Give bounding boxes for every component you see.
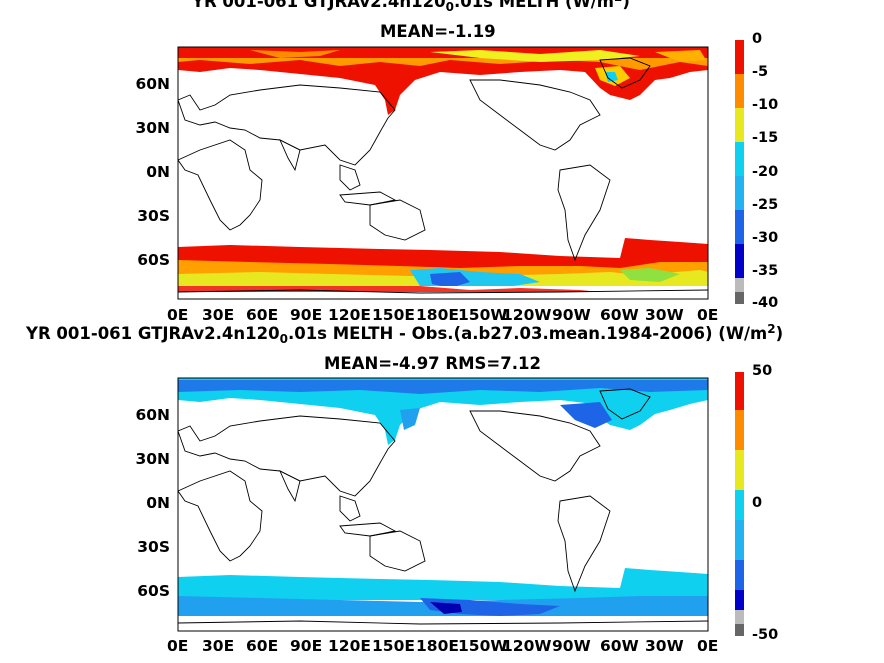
panel2-lon-label: 60E bbox=[246, 637, 279, 655]
panel2-lat-label: 30S bbox=[137, 538, 170, 556]
panel1-cb-tick: -10 bbox=[752, 97, 779, 113]
panel2-lon-label: 120W bbox=[502, 637, 552, 655]
panel1-cb-tick: -5 bbox=[752, 64, 769, 80]
panel2-cb-tick: 0 bbox=[752, 495, 763, 511]
panel2-cb-tick: 50 bbox=[752, 363, 773, 379]
panel2-lon-label: 30E bbox=[202, 637, 235, 655]
panel1-lon-label: 60W bbox=[600, 306, 639, 324]
panel1-cb-tick: -15 bbox=[752, 130, 779, 146]
panel1-lat-label: 30S bbox=[137, 207, 170, 225]
panel2-lon-label: 180E bbox=[416, 637, 459, 655]
panel1-cb-tick: -40 bbox=[752, 295, 779, 311]
panel2-title: YR 001-061 GTJRAv2.4n1200.01s MELTH - Ob… bbox=[26, 322, 784, 346]
panel1-cb-tick: 0 bbox=[752, 31, 763, 47]
panel2-lon-label: 150W bbox=[458, 637, 508, 655]
panel2-lon-label: 0E bbox=[697, 637, 719, 655]
panel1-lat-label: 0N bbox=[146, 163, 170, 181]
panel1-lon-label: 90W bbox=[552, 306, 591, 324]
panel1-lon-label: 120W bbox=[502, 306, 552, 324]
panel1-lat-label: 60S bbox=[137, 251, 170, 269]
panel1-lon-label: 0E bbox=[167, 306, 189, 324]
panel2-lon-label: 120E bbox=[328, 637, 371, 655]
panel1-lon-label: 0E bbox=[697, 306, 719, 324]
panel2-stats: MEAN=-4.97 RMS=7.12 bbox=[324, 354, 541, 373]
panel1-title: YR 001-061 GTJRAv2.4n1200.01s MELTH (W/m… bbox=[192, 0, 630, 14]
panel2-lon-label: 30W bbox=[645, 637, 684, 655]
panel2-lat-label: 30N bbox=[135, 450, 170, 468]
panel2-lat-label: 60N bbox=[135, 406, 170, 424]
panel2-lon-label: 150E bbox=[372, 637, 415, 655]
panel1-lat-label: 30N bbox=[135, 119, 170, 137]
panel2-lat-label: 0N bbox=[146, 494, 170, 512]
panel1-lon-label: 30E bbox=[202, 306, 235, 324]
panel1-cb-tick: -30 bbox=[752, 230, 779, 246]
panel2-lon-label: 90W bbox=[552, 637, 591, 655]
panel2-lon-label: 60W bbox=[600, 637, 639, 655]
panel1-lon-label: 120E bbox=[328, 306, 371, 324]
panel2-colorbar bbox=[735, 372, 744, 636]
panel1-lon-label: 150W bbox=[458, 306, 508, 324]
panel1-colorbar bbox=[735, 40, 744, 304]
coastlines bbox=[177, 57, 709, 625]
panel1-lat-label: 60N bbox=[135, 75, 170, 93]
panel2-lon-label: 90E bbox=[290, 637, 323, 655]
panel1-lon-label: 90E bbox=[290, 306, 323, 324]
panel2-lon-label: 0E bbox=[167, 637, 189, 655]
panel2-lat-label: 60S bbox=[137, 582, 170, 600]
panel1-lon-label: 60E bbox=[246, 306, 279, 324]
panel1-lon-label: 150E bbox=[372, 306, 415, 324]
panel1-stats: MEAN=-1.19 bbox=[380, 22, 496, 41]
panel1-lon-label: 180E bbox=[416, 306, 459, 324]
panel1-cb-tick: -25 bbox=[752, 197, 779, 213]
panel1-cb-tick: -20 bbox=[752, 164, 779, 180]
panel1-cb-tick: -35 bbox=[752, 263, 779, 279]
panel1-lon-label: 30W bbox=[645, 306, 684, 324]
panel2-cb-tick: -50 bbox=[752, 627, 779, 643]
